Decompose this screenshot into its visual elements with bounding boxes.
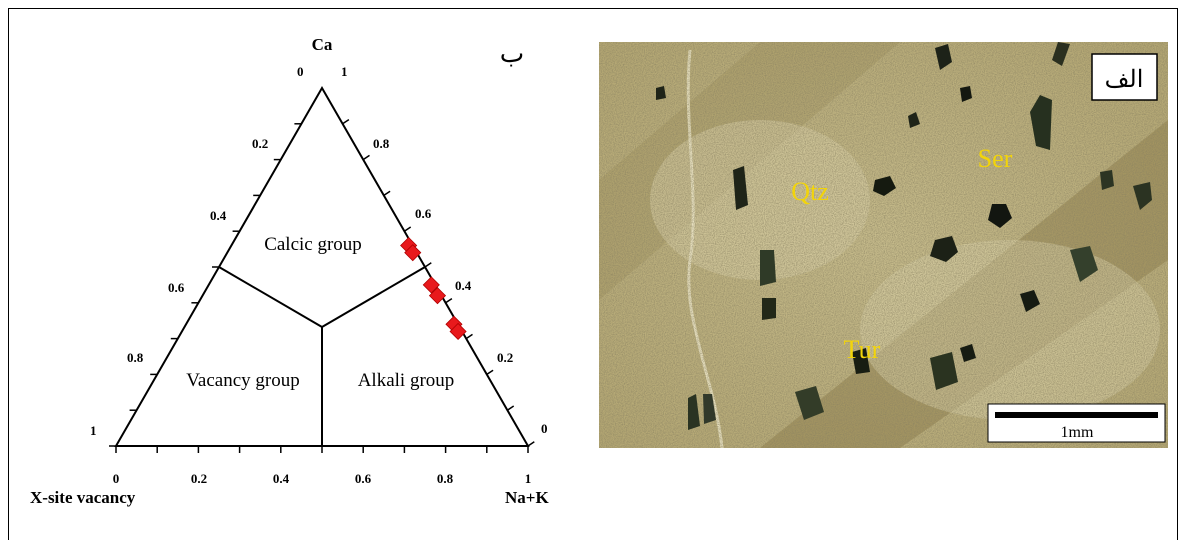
tourmaline-crystal xyxy=(988,204,1012,228)
bottom-edge-ticks xyxy=(115,446,529,453)
grain-texture xyxy=(599,42,1168,448)
tourmaline-crystal xyxy=(1052,42,1070,66)
tick-label-top-right: 1 xyxy=(341,64,348,79)
tourmaline-crystal xyxy=(908,112,920,128)
tick-label-bottom-0.8: 0.8 xyxy=(437,471,454,486)
tourmaline-crystal xyxy=(656,86,666,100)
field-label-alkali: Alkali group xyxy=(358,370,455,391)
tourmaline-crystal xyxy=(1030,95,1052,150)
tourmaline-crystal xyxy=(688,394,700,430)
tick-mark xyxy=(383,190,391,197)
tourmaline-crystal xyxy=(873,176,896,196)
tick-label-bottom-0.4: 0.4 xyxy=(273,471,290,486)
tourmaline-crystal xyxy=(1020,290,1040,312)
tourmaline-crystal xyxy=(930,352,958,390)
left-edge-ticks xyxy=(109,123,302,447)
sample-markers xyxy=(400,236,467,341)
tick-mark xyxy=(506,405,515,411)
tourmaline-crystal xyxy=(1100,170,1114,190)
tick-label-left-0.6: 0.6 xyxy=(168,280,185,295)
tick-mark xyxy=(403,226,412,232)
tick-mark xyxy=(362,154,370,161)
panel-label-b: ب xyxy=(500,39,524,68)
tick-label-right-0.4: 0.4 xyxy=(455,278,472,293)
tourmaline-crystal xyxy=(960,86,972,102)
field-label-calcic: Calcic group xyxy=(264,234,362,255)
scale-bar-box xyxy=(987,403,1166,443)
tick-label-left-0.4: 0.4 xyxy=(210,208,227,223)
sample-marker xyxy=(449,322,467,341)
tick-label-top-left: 0 xyxy=(297,64,304,79)
tick-mark xyxy=(342,118,350,125)
tick-mark xyxy=(465,333,473,340)
tourmaline-crystal xyxy=(760,250,776,286)
mineral-label-qtz: Qtz xyxy=(791,177,829,206)
tick-mark xyxy=(424,262,432,268)
tick-mark xyxy=(486,369,494,376)
tourmaline-crystal xyxy=(1070,246,1098,282)
apex-label-na-k: Na+K xyxy=(505,488,549,507)
boundary-calcic-alkali xyxy=(321,266,426,328)
sample-marker xyxy=(404,244,422,262)
tick-label-left-0.8: 0.8 xyxy=(127,350,144,365)
mineral-label-tur: Tur xyxy=(844,335,881,364)
right-edge-ticks xyxy=(342,118,535,447)
ternary-diagram: Ca X-site vacancy Na+K 0 1 0.2 0.4 0.6 0… xyxy=(30,35,549,507)
panel-label-box xyxy=(1091,53,1158,101)
tourmaline-crystals xyxy=(656,42,1152,430)
scale-bar-label: 1mm xyxy=(1061,424,1094,441)
tourmaline-crystal xyxy=(935,44,952,70)
scale-bar xyxy=(995,412,1158,418)
tick-label-left-0.2: 0.2 xyxy=(252,136,268,151)
tourmaline-crystal xyxy=(733,166,748,210)
tourmaline-crystal xyxy=(795,386,824,420)
tourmaline-crystal xyxy=(703,394,716,424)
mineral-label-ser: Ser xyxy=(978,144,1013,173)
tick-label-left-1: 1 xyxy=(90,423,97,438)
tick-label-right-0.6: 0.6 xyxy=(415,206,432,221)
tick-mark xyxy=(527,441,535,447)
figure-frame xyxy=(8,8,1178,540)
tourmaline-crystal xyxy=(960,344,976,362)
apex-label-x-vacancy: X-site vacancy xyxy=(30,488,136,507)
photomicrograph: Qtz Ser Tur الف 1mm xyxy=(599,42,1168,448)
tick-label-bottom-1: 1 xyxy=(525,471,532,486)
field-label-vacancy: Vacancy group xyxy=(186,370,299,391)
tourmaline-crystal xyxy=(852,348,870,374)
tick-label-right-0.8: 0.8 xyxy=(373,136,390,151)
apex-label-ca: Ca xyxy=(312,35,333,54)
sample-marker xyxy=(428,287,447,305)
tourmaline-crystal xyxy=(762,298,776,320)
tick-label-right-0: 0 xyxy=(541,421,548,436)
tick-label-bottom-0.2: 0.2 xyxy=(191,471,207,486)
tourmaline-crystal xyxy=(1133,182,1152,210)
tick-mark xyxy=(445,297,453,304)
sample-marker xyxy=(422,276,440,294)
tick-label-right-0.2: 0.2 xyxy=(497,350,513,365)
tourmaline-crystal xyxy=(930,236,958,262)
tick-label-bottom-0.6: 0.6 xyxy=(355,471,372,486)
boundary-calcic-vacancy xyxy=(218,266,323,328)
panel-label-alef: الف xyxy=(1105,67,1144,93)
tick-label-bottom-0: 0 xyxy=(113,471,120,486)
